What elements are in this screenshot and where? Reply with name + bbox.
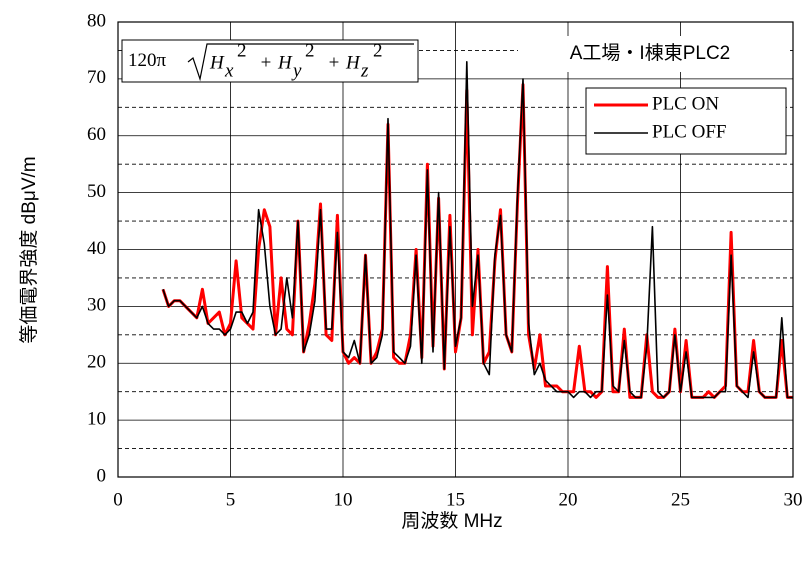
formula-sub: z [360,60,369,81]
y-axis-label: 等価電界強度 dBμV/m [18,156,40,343]
formula-base: H [209,52,225,73]
x-tick-label: 5 [226,489,236,510]
formula-sup: 2 [305,40,315,61]
y-tick-label: 50 [87,181,106,202]
legend-label: PLC ON [652,93,719,114]
formula-sub: y [291,60,302,81]
x-tick-label: 0 [113,489,123,510]
x-axis-label: 周波数 MHz [401,510,502,532]
x-tick-label: 15 [446,489,465,510]
y-tick-label: 10 [87,408,106,429]
y-tick-label: 80 [87,10,106,31]
y-tick-label: 60 [87,124,106,145]
x-tick-label: 10 [334,489,353,510]
chart-title: A工場・I棟東PLC2 [570,42,730,64]
plot-frame [117,21,794,478]
title-box [518,36,788,72]
formula-sub: x [224,60,234,81]
data-line [161,83,793,399]
x-tick-label: 25 [671,489,690,510]
data-line [162,61,793,399]
y-tick-label: 0 [97,465,107,486]
formula-operator: + [261,52,272,73]
x-tick-label: 30 [784,489,803,510]
formula-operator: + [329,52,340,73]
formula-sup: 2 [237,40,247,61]
formula-sup: 2 [373,40,383,61]
legend-box [585,87,787,155]
formula: 120π [128,50,167,71]
formula-box [121,39,419,83]
radical-sign [187,43,414,82]
formula-base: H [277,52,293,73]
x-tick-label: 20 [559,489,578,510]
legend-label: PLC OFF [652,121,726,142]
y-tick-label: 40 [87,238,106,259]
y-tick-label: 20 [87,352,106,373]
y-tick-label: 30 [87,295,106,316]
formula-base: H [345,52,361,73]
y-tick-label: 70 [87,67,106,88]
